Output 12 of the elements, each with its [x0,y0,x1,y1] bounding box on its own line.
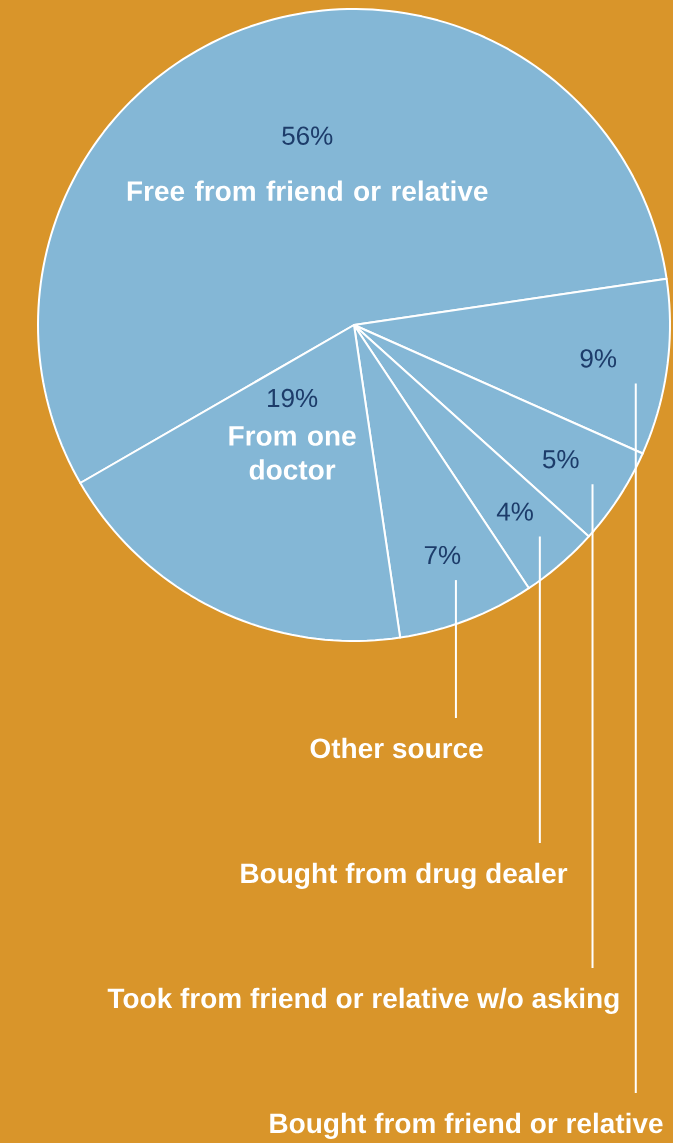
data-label: 7% [424,546,461,565]
slice-label: Other source [310,737,483,759]
data-label: 5% [542,450,579,469]
data-label: 9% [580,349,617,368]
slice-label: Took from friend or relative w/o asking [107,987,619,1014]
data-label: 19% [268,388,318,408]
slice-label: Bought from friend or relative [270,1112,663,1139]
slice-label: Free from friend or relative [127,180,488,201]
slice-label: Bought from drug dealer [241,862,568,889]
data-label: 4% [496,502,533,521]
data-label: 56% [282,126,333,145]
slice-label: From one doctor [229,426,356,480]
